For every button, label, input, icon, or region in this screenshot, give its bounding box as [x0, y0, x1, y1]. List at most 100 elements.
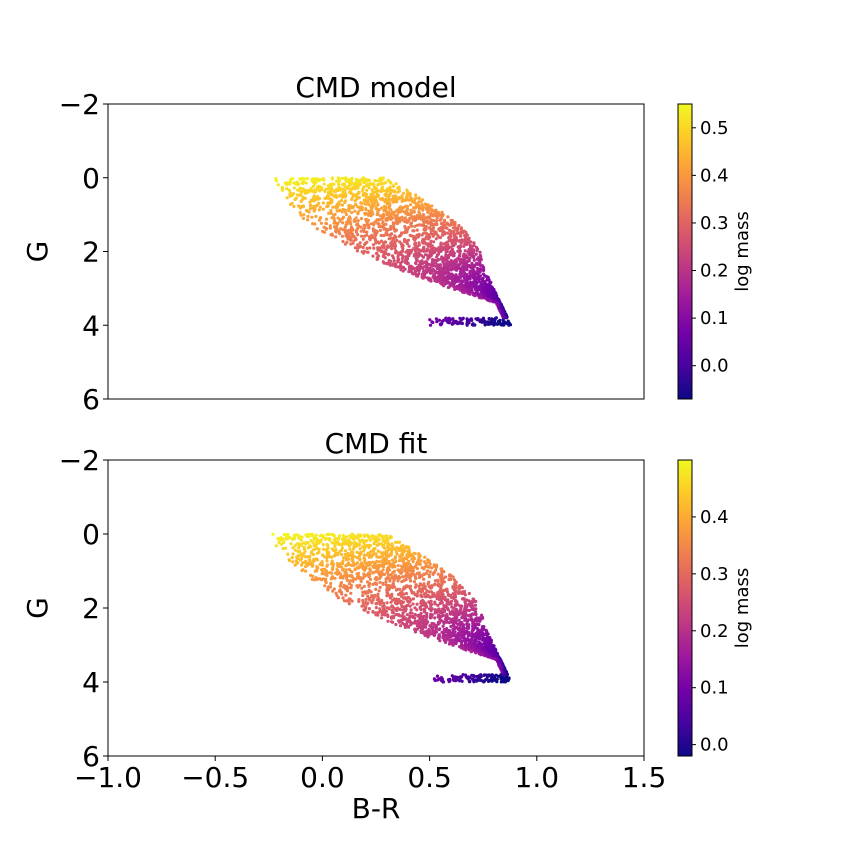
scatter-point [311, 541, 315, 545]
scatter-point [343, 185, 347, 189]
scatter-point [480, 264, 484, 268]
scatter-point [314, 180, 318, 184]
scatter-point [321, 543, 325, 547]
scatter-point [454, 239, 458, 244]
scatter-point [395, 608, 399, 613]
scatter-point [455, 600, 459, 604]
scatter-point [463, 242, 467, 246]
scatter-point [354, 230, 359, 234]
scatter-point [393, 565, 397, 569]
scatter-point [346, 574, 350, 578]
scatter-point [417, 196, 421, 200]
scatter-point [441, 624, 445, 628]
scatter-point [378, 197, 382, 201]
scatter-point [460, 635, 464, 640]
scatter-point [296, 181, 300, 185]
scatter-point [488, 281, 492, 285]
scatter-point [316, 197, 320, 201]
scatter-point [417, 210, 421, 214]
scatter-point [332, 213, 336, 217]
scatter-point [357, 196, 361, 200]
scatter-point [446, 598, 450, 602]
scatter-point [457, 679, 461, 683]
scatter-point [460, 679, 464, 683]
scatter-point [389, 600, 393, 604]
scatter-point [360, 586, 364, 590]
scatter-point [337, 200, 341, 204]
scatter-point [426, 558, 430, 562]
scatter-point [406, 212, 410, 216]
scatter-point [449, 574, 453, 578]
scatter-point [454, 286, 458, 290]
scatter-point [341, 576, 345, 580]
scatter-point [392, 561, 396, 565]
scatter-point [407, 620, 411, 624]
scatter-point [493, 318, 497, 322]
scatter-point [457, 254, 461, 258]
scatter-point [329, 582, 333, 586]
scatter-point [404, 561, 408, 566]
scatter-point [338, 208, 342, 212]
scatter-point [474, 245, 479, 249]
colorbar-tick-label: 0.1 [700, 308, 729, 329]
scatter-point [375, 206, 379, 211]
colorbar-label: log mass [732, 211, 753, 291]
scatter-point [271, 532, 275, 536]
scatter-point [377, 589, 381, 593]
scatter-point [375, 192, 380, 196]
scatter-point [419, 559, 423, 563]
scatter-point [361, 176, 365, 180]
scatter-point [451, 267, 455, 271]
scatter-point [368, 543, 372, 547]
scatter-point [502, 323, 506, 327]
scatter-point [390, 232, 394, 236]
scatter-point [467, 602, 471, 607]
scatter-point [408, 563, 412, 567]
scatter-point [355, 197, 359, 201]
scatter-point [490, 292, 494, 296]
scatter-point [350, 563, 354, 568]
scatter-point [363, 202, 368, 206]
scatter-point [296, 549, 300, 554]
scatter-point [354, 185, 358, 189]
scatter-point [375, 200, 379, 204]
scatter-point [482, 319, 486, 323]
scatter-point [482, 673, 486, 678]
scatter-point [407, 244, 411, 248]
scatter-point [353, 219, 357, 223]
scatter-point [435, 214, 439, 218]
scatter-point [350, 181, 354, 185]
scatter-point [323, 567, 327, 571]
scatter-point [422, 215, 426, 219]
scatter-point [436, 579, 440, 584]
scatter-point [445, 240, 449, 244]
scatter-point [331, 182, 335, 186]
scatter-point [362, 547, 367, 551]
scatter-point [453, 612, 457, 616]
scatter-point [453, 614, 457, 618]
scatter-point [341, 533, 345, 538]
scatter-point [472, 608, 476, 612]
scatter-point [405, 208, 409, 212]
scatter-point [488, 678, 492, 683]
scatter-point [434, 261, 438, 265]
scatter-point [480, 277, 484, 281]
y-tick-label: 6 [82, 383, 100, 416]
scatter-point [452, 232, 456, 236]
scatter-point [443, 272, 447, 276]
scatter-point [381, 605, 385, 609]
scatter-point [458, 320, 462, 324]
scatter-point [386, 193, 391, 197]
scatter-point [373, 547, 377, 551]
scatter-point [447, 267, 451, 272]
scatter-point [477, 278, 481, 282]
scatter-point [322, 225, 326, 229]
scatter-point [447, 321, 451, 325]
scatter-point [344, 229, 348, 234]
scatter-point [366, 199, 370, 203]
scatter-point [476, 273, 481, 278]
scatter-point [385, 232, 389, 236]
scatter-point [414, 274, 419, 278]
scatter-point [450, 277, 454, 281]
scatter-point [296, 188, 300, 192]
